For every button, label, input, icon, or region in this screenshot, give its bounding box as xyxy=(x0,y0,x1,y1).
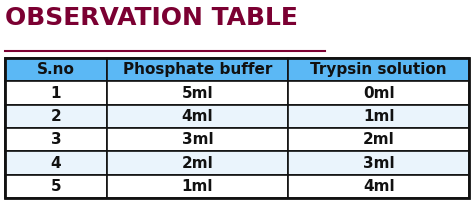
Bar xyxy=(288,105,469,128)
Text: 5ml: 5ml xyxy=(182,86,213,100)
Bar xyxy=(288,58,469,81)
Bar xyxy=(288,151,469,175)
Text: 3ml: 3ml xyxy=(182,132,213,147)
Text: 3: 3 xyxy=(51,132,61,147)
Text: Phosphate buffer: Phosphate buffer xyxy=(123,62,272,77)
Text: 2ml: 2ml xyxy=(182,156,213,170)
Bar xyxy=(5,128,107,151)
Text: 1ml: 1ml xyxy=(182,179,213,194)
Text: 3ml: 3ml xyxy=(363,156,394,170)
Bar xyxy=(107,81,288,105)
Text: 2ml: 2ml xyxy=(363,132,394,147)
Bar xyxy=(107,58,288,81)
Bar xyxy=(107,151,288,175)
Bar xyxy=(5,105,107,128)
Bar xyxy=(5,58,469,198)
Text: Trypsin solution: Trypsin solution xyxy=(310,62,447,77)
Text: 4: 4 xyxy=(51,156,61,170)
Text: S.no: S.no xyxy=(37,62,75,77)
Bar xyxy=(107,175,288,198)
Text: 1ml: 1ml xyxy=(363,109,394,124)
Bar xyxy=(107,128,288,151)
Text: 1: 1 xyxy=(51,86,61,100)
Text: 4ml: 4ml xyxy=(363,179,394,194)
Bar xyxy=(288,81,469,105)
Text: 5: 5 xyxy=(51,179,61,194)
Text: 4ml: 4ml xyxy=(182,109,213,124)
Text: OBSERVATION TABLE: OBSERVATION TABLE xyxy=(5,6,298,30)
Bar xyxy=(5,175,107,198)
Bar xyxy=(288,128,469,151)
Bar xyxy=(5,151,107,175)
Text: 2: 2 xyxy=(50,109,61,124)
Text: 0ml: 0ml xyxy=(363,86,394,100)
Bar xyxy=(288,175,469,198)
Bar xyxy=(5,58,107,81)
Bar xyxy=(5,81,107,105)
Bar xyxy=(107,105,288,128)
